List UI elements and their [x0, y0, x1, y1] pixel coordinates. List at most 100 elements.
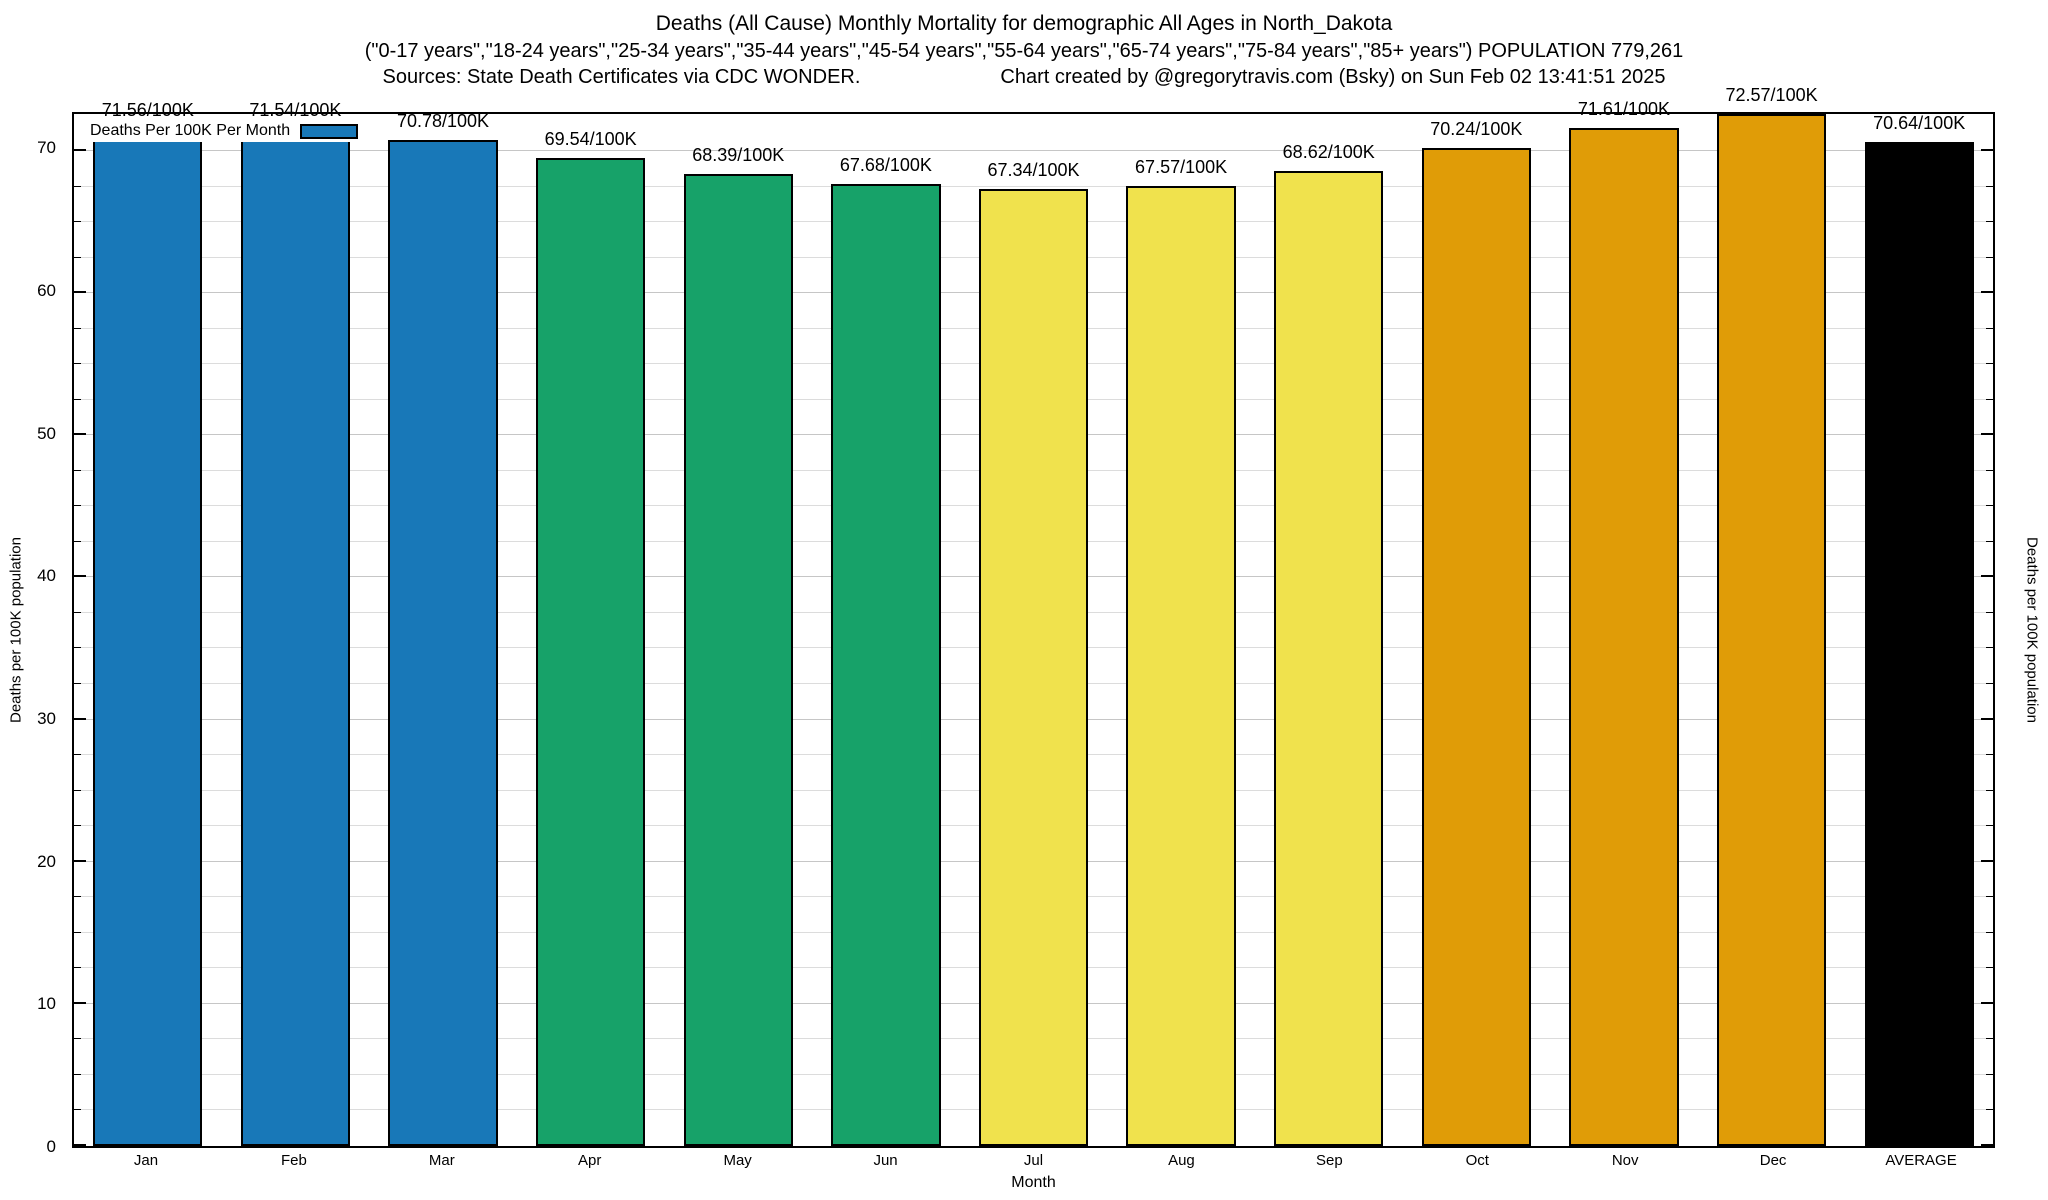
minor-tick-left	[74, 754, 81, 756]
bar-apr	[536, 157, 646, 1146]
minor-tick-left	[74, 505, 81, 507]
major-tick-left	[74, 575, 86, 578]
chart-title-block: Deaths (All Cause) Monthly Mortality for…	[0, 10, 2048, 91]
minor-tick-right	[1986, 469, 1993, 471]
x-tick-label: Aug	[1168, 1152, 1195, 1169]
bar-value-label: 71.61/100K	[1577, 99, 1670, 120]
major-tick-right	[1981, 291, 1993, 294]
major-tick-right	[1981, 717, 1993, 720]
y-axis-label-right: Deaths per 100K population	[2023, 537, 2041, 723]
major-tick-left	[74, 291, 86, 294]
y-axis-tick-labels: 0 10 20 30 40 50 60 70	[0, 112, 62, 1156]
bar-may	[683, 173, 793, 1146]
minor-tick-left	[74, 363, 81, 365]
minor-tick-left	[74, 683, 81, 685]
minor-tick-right	[1986, 221, 1993, 223]
major-tick-right	[1981, 148, 1993, 151]
major-tick-left	[74, 433, 86, 436]
y-tick-label: 10	[37, 994, 56, 1014]
y-tick-label: 50	[37, 423, 56, 443]
x-axis-tick-labels: Jan Feb Mar Apr May Jun Jul Aug Sep Oct Nov Dec AVER…	[72, 1152, 1995, 1176]
bar-oct	[1421, 147, 1531, 1146]
minor-tick-left	[74, 1109, 81, 1111]
bar-jul	[978, 188, 1089, 1146]
bar-nov	[1569, 128, 1679, 1146]
major-tick-right	[1981, 575, 1993, 578]
minor-tick-right	[1986, 327, 1993, 329]
sources-text: Sources: State Death Certificates via CD…	[382, 66, 861, 89]
major-tick-right	[1981, 859, 1993, 862]
bar-value-label: 67.68/100K	[839, 154, 932, 175]
major-tick-right	[1981, 1144, 1993, 1146]
bar-value-label: 72.57/100K	[1725, 85, 1818, 106]
minor-tick-right	[1986, 540, 1993, 542]
minor-tick-left	[74, 185, 81, 187]
major-tick-left	[74, 859, 86, 862]
minor-tick-right	[1986, 825, 1993, 827]
minor-tick-left	[74, 1038, 81, 1040]
minor-tick-left	[74, 611, 81, 613]
minor-tick-left	[74, 789, 81, 791]
bar-value-label: 67.57/100K	[1135, 156, 1228, 177]
bar-average	[1864, 141, 1974, 1146]
minor-tick-left	[74, 825, 81, 827]
bar-value-label: 70.64/100K	[1873, 112, 1966, 133]
legend: Deaths Per 100K Per Month	[84, 120, 365, 142]
plot-area: Deaths Per 100K Per Month 71.56/100K 71.5…	[72, 85, 1995, 1148]
minor-tick-right	[1986, 1109, 1993, 1111]
x-tick-label: Sep	[1315, 1152, 1343, 1169]
minor-tick-right	[1986, 931, 1993, 933]
bar-jan	[93, 128, 203, 1146]
minor-tick-left	[74, 398, 81, 400]
bar-value-label: 68.62/100K	[1282, 141, 1375, 162]
y-tick-label: 40	[37, 566, 56, 586]
minor-tick-right	[1986, 363, 1993, 365]
y-tick-label: 0	[46, 1137, 56, 1156]
minor-tick-right	[1986, 896, 1993, 898]
minor-tick-left	[74, 327, 81, 329]
minor-tick-left	[74, 647, 81, 649]
minor-tick-right	[1986, 1073, 1993, 1075]
bar-value-label: 70.24/100K	[1430, 118, 1523, 139]
bar-dec	[1716, 114, 1827, 1146]
major-tick-left	[74, 1144, 86, 1146]
x-tick-label: Jun	[873, 1152, 898, 1169]
x-tick-label: Feb	[280, 1152, 307, 1169]
minor-tick-left	[74, 540, 81, 542]
bar-value-label: 69.54/100K	[544, 128, 637, 149]
minor-tick-left	[74, 1073, 81, 1075]
x-tick-label: Dec	[1759, 1152, 1787, 1169]
bar-feb	[240, 129, 351, 1146]
minor-tick-left	[74, 931, 81, 933]
major-tick-left	[74, 148, 86, 151]
minor-tick-right	[1986, 754, 1993, 756]
gridline	[74, 149, 1993, 151]
chart-title: Deaths (All Cause) Monthly Mortality for…	[655, 12, 1393, 35]
minor-tick-right	[1986, 505, 1993, 507]
y-tick-label: 30	[37, 708, 56, 728]
major-tick-left	[74, 717, 86, 720]
x-tick-label: May	[723, 1152, 752, 1169]
bar-value-label: 71.54/100K	[249, 100, 342, 121]
legend-label: Deaths Per 100K Per Month	[90, 122, 291, 139]
minor-tick-left	[74, 469, 81, 471]
major-tick-right	[1981, 1001, 1993, 1004]
legend-swatch	[300, 123, 359, 139]
minor-tick-right	[1986, 1038, 1993, 1040]
chart-subtitle-sources: Sources: State Death Certificates via CD…	[0, 64, 2048, 90]
bar-jun	[831, 183, 941, 1146]
minor-tick-right	[1986, 789, 1993, 791]
chart-subtitle-demographics: ("0-17 years","18-24 years","25-34 years…	[364, 39, 1684, 62]
bar-value-label: 67.34/100K	[987, 159, 1080, 180]
x-tick-label: Jul	[1023, 1152, 1044, 1169]
x-tick-label: AVERAGE	[1885, 1152, 1957, 1169]
y-tick-label: 20	[37, 851, 56, 871]
gridline	[74, 185, 1993, 187]
x-tick-label: Jan	[133, 1152, 159, 1169]
y-tick-label: 60	[37, 280, 56, 300]
minor-tick-right	[1986, 647, 1993, 649]
bar-aug	[1126, 185, 1236, 1146]
minor-tick-left	[74, 967, 81, 969]
minor-tick-right	[1986, 398, 1993, 400]
